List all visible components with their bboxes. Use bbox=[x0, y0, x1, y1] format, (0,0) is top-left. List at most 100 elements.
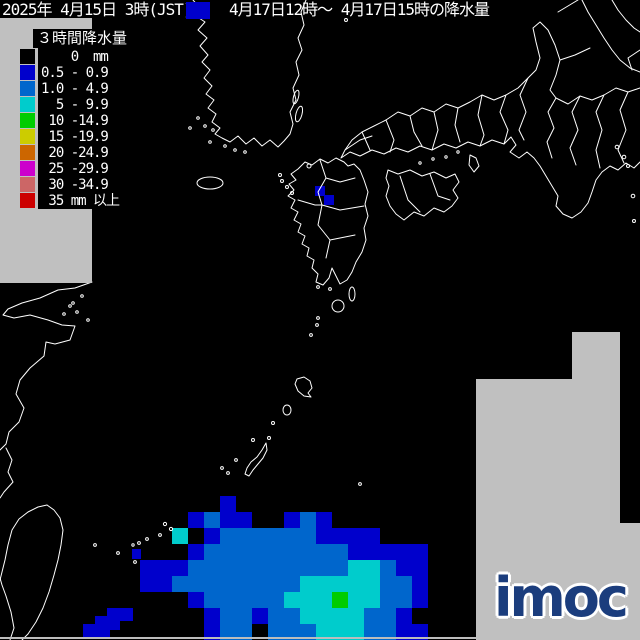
yakushima-island bbox=[331, 299, 345, 313]
no-data-region-right-edge bbox=[620, 523, 640, 640]
precipitation-cell bbox=[188, 560, 204, 576]
precipitation-cell bbox=[316, 576, 332, 592]
legend-swatch bbox=[20, 49, 35, 64]
precipitation-cell bbox=[268, 576, 284, 592]
precipitation-cell bbox=[396, 576, 412, 592]
precipitation-cell bbox=[412, 560, 428, 576]
ulleung-island bbox=[344, 18, 348, 22]
precipitation-cell bbox=[300, 544, 316, 560]
precipitation-cell bbox=[396, 560, 412, 576]
precipitation-cell bbox=[252, 576, 268, 592]
precipitation-cell bbox=[316, 512, 332, 528]
precipitation-cell bbox=[284, 528, 300, 544]
legend-label: 30 -34.9 bbox=[41, 177, 108, 193]
legend-swatch bbox=[20, 65, 35, 80]
legend-swatch bbox=[20, 113, 35, 128]
legend-swatch bbox=[20, 129, 35, 144]
precipitation-cell bbox=[300, 592, 316, 608]
precipitation-cell bbox=[220, 624, 236, 640]
precipitation-cell bbox=[252, 608, 268, 624]
precipitation-cell bbox=[380, 624, 396, 640]
precipitation-cell bbox=[364, 608, 380, 624]
precipitation-cell bbox=[156, 576, 172, 592]
precipitation-cell bbox=[332, 560, 348, 576]
precipitation-cell bbox=[188, 576, 204, 592]
precipitation-cell bbox=[204, 560, 220, 576]
precipitation-cell bbox=[204, 592, 220, 608]
precipitation-cell bbox=[284, 608, 300, 624]
precipitation-cell bbox=[220, 608, 236, 624]
precipitation-cell bbox=[300, 576, 316, 592]
precipitation-cell bbox=[236, 608, 252, 624]
korea-coastline bbox=[188, 0, 348, 190]
precipitation-cell bbox=[364, 592, 380, 608]
precipitation-cell bbox=[315, 186, 325, 196]
precipitation-cell bbox=[284, 592, 300, 608]
legend-label: 5 - 9.9 bbox=[41, 97, 109, 113]
precipitation-cell bbox=[252, 528, 268, 544]
precipitation-cell bbox=[364, 528, 380, 544]
precipitation-cell bbox=[380, 560, 396, 576]
precipitation-cell bbox=[364, 560, 380, 576]
precipitation-cell bbox=[284, 512, 300, 528]
precipitation-cell bbox=[348, 576, 364, 592]
precipitation-cell bbox=[284, 576, 300, 592]
shikoku-coastline bbox=[385, 154, 480, 221]
precipitation-cell bbox=[252, 544, 268, 560]
precipitation-cell bbox=[332, 608, 348, 624]
precipitation-cell bbox=[156, 560, 172, 576]
precipitation-cell bbox=[268, 560, 284, 576]
legend-label: 10 -14.9 bbox=[41, 113, 108, 129]
precipitation-cell bbox=[380, 576, 396, 592]
precipitation-cell bbox=[332, 624, 348, 640]
legend-label: 0.5 - 0.9 bbox=[41, 65, 109, 81]
precipitation-cell bbox=[236, 592, 252, 608]
precipitation-cell bbox=[268, 544, 284, 560]
precipitation-cell bbox=[300, 624, 316, 640]
precipitation-cell bbox=[348, 592, 364, 608]
precipitation-cell bbox=[412, 624, 428, 640]
precipitation-cell bbox=[332, 592, 348, 608]
precipitation-cell bbox=[348, 560, 364, 576]
legend-label: 15 -19.9 bbox=[41, 129, 108, 145]
precipitation-cell bbox=[380, 608, 396, 624]
precipitation-cell bbox=[220, 576, 236, 592]
precipitation-cell bbox=[236, 544, 252, 560]
precipitation-cell bbox=[188, 544, 204, 560]
precipitation-cell bbox=[316, 592, 332, 608]
legend-swatch bbox=[20, 161, 35, 176]
ryukyu-islands bbox=[93, 285, 362, 564]
precipitation-cell bbox=[332, 544, 348, 560]
precipitation-cell bbox=[364, 544, 380, 560]
precipitation-cell bbox=[204, 544, 220, 560]
precipitation-cell bbox=[324, 195, 334, 205]
kyushu-coastline bbox=[287, 157, 369, 286]
precipitation-cell bbox=[204, 512, 220, 528]
honshu-coastline bbox=[340, 0, 640, 223]
precipitation-cell bbox=[268, 528, 284, 544]
legend-swatch bbox=[20, 193, 35, 208]
precipitation-cell bbox=[268, 608, 284, 624]
precipitation-cell bbox=[188, 592, 204, 608]
precipitation-cell bbox=[220, 496, 236, 512]
precipitation-cell bbox=[284, 560, 300, 576]
precipitation-cell bbox=[204, 528, 220, 544]
precipitation-cell bbox=[140, 576, 156, 592]
legend-label: 25 -29.9 bbox=[41, 161, 108, 177]
precipitation-cell bbox=[396, 544, 412, 560]
precipitation-cell bbox=[188, 512, 204, 528]
precipitation-cell bbox=[252, 560, 268, 576]
precipitation-cell bbox=[332, 576, 348, 592]
precipitation-cell bbox=[140, 560, 156, 576]
precipitation-cell bbox=[236, 528, 252, 544]
precipitation-cell bbox=[396, 608, 412, 624]
precipitation-cell bbox=[348, 608, 364, 624]
precipitation-cell bbox=[220, 592, 236, 608]
precipitation-cell bbox=[380, 592, 396, 608]
precipitation-cell bbox=[204, 608, 220, 624]
precipitation-cell bbox=[396, 592, 412, 608]
precipitation-cell bbox=[300, 608, 316, 624]
legend-title: ３時間降水量 bbox=[33, 29, 131, 48]
